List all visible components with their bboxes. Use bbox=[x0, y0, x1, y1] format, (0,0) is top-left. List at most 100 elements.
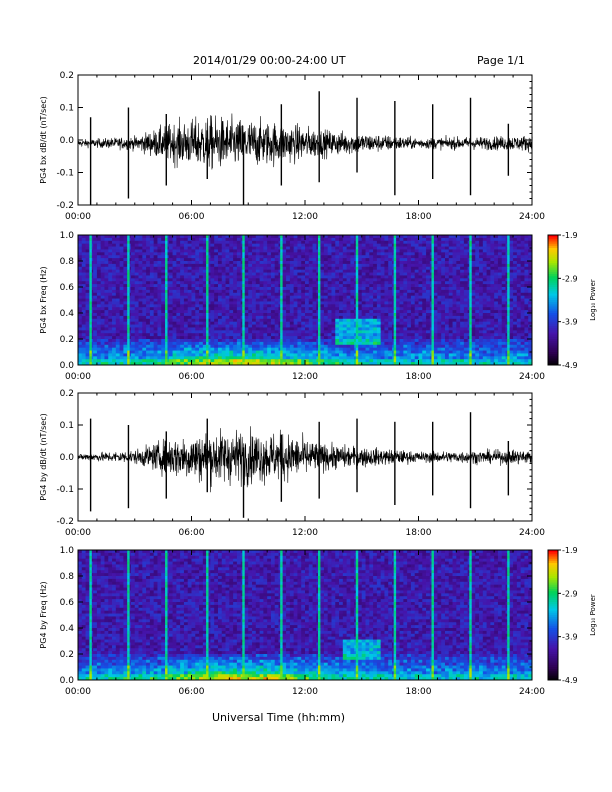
heat-cell bbox=[187, 284, 192, 288]
heat-cell bbox=[236, 284, 242, 288]
heat-cell bbox=[297, 307, 302, 311]
heat-cell bbox=[85, 246, 90, 250]
heat-cell bbox=[168, 362, 173, 366]
heat-cell bbox=[176, 301, 181, 305]
heat-cell bbox=[191, 339, 196, 343]
heat-cell bbox=[320, 313, 325, 317]
heat-cell bbox=[350, 339, 355, 343]
heat-cell bbox=[407, 261, 412, 265]
heat-cell bbox=[388, 266, 393, 271]
heat-cell bbox=[202, 336, 208, 340]
heat-cell bbox=[274, 252, 279, 256]
heat-cell bbox=[380, 304, 385, 308]
heat-cell bbox=[460, 304, 465, 308]
heat-cell bbox=[248, 339, 253, 343]
heat-cell bbox=[384, 315, 389, 320]
heat-cell bbox=[414, 287, 419, 291]
heat-cell bbox=[282, 350, 287, 354]
heat-cell bbox=[410, 313, 416, 317]
heat-cell bbox=[293, 258, 298, 262]
heat-cell bbox=[187, 321, 192, 325]
heat-cell bbox=[471, 350, 476, 354]
heat-cell bbox=[350, 278, 355, 282]
heat-cell bbox=[403, 295, 408, 299]
heat-cell bbox=[286, 301, 291, 305]
heat-cell bbox=[85, 315, 90, 320]
heat-cell bbox=[270, 347, 276, 351]
heat-cell bbox=[361, 353, 366, 357]
heat-cell bbox=[130, 313, 136, 317]
heat-cell bbox=[422, 269, 427, 273]
heat-cell bbox=[308, 235, 313, 239]
heat-cell bbox=[437, 240, 442, 245]
heat-cell bbox=[81, 240, 86, 245]
heat-cell bbox=[323, 261, 329, 265]
heat-cell bbox=[123, 333, 128, 337]
heat-cell bbox=[112, 304, 117, 308]
heat-cell bbox=[282, 289, 287, 294]
heat-cell bbox=[384, 347, 389, 351]
heat-cell bbox=[361, 284, 366, 288]
heat-cell bbox=[96, 249, 102, 253]
heat-cell bbox=[252, 272, 257, 276]
heat-cell bbox=[252, 237, 257, 242]
heat-cell bbox=[289, 292, 295, 297]
heat-cell bbox=[441, 321, 446, 325]
heat-cell bbox=[176, 313, 181, 317]
heat-cell bbox=[369, 272, 374, 276]
heat-cell bbox=[153, 315, 158, 320]
heat-cell bbox=[460, 298, 465, 302]
heat-cell bbox=[270, 275, 276, 279]
heat-cell bbox=[168, 330, 173, 334]
heat-cell bbox=[100, 275, 105, 279]
heat-cell bbox=[161, 304, 166, 308]
heat-cell bbox=[463, 263, 469, 268]
heat-cell bbox=[100, 347, 105, 351]
heat-cell bbox=[320, 295, 325, 299]
heat-cell bbox=[176, 292, 181, 297]
heat-cell bbox=[78, 327, 83, 331]
heat-cell bbox=[108, 336, 113, 340]
heat-cell bbox=[320, 304, 325, 308]
heat-cell bbox=[426, 315, 431, 320]
heat-cell bbox=[168, 258, 173, 262]
heat-cell bbox=[320, 263, 325, 268]
heat-cell bbox=[448, 255, 453, 259]
heat-cell bbox=[229, 327, 234, 331]
heat-cell bbox=[217, 321, 223, 325]
heat-cell bbox=[395, 344, 400, 349]
heat-cell bbox=[225, 327, 230, 331]
heat-cell bbox=[437, 255, 442, 259]
heat-cell bbox=[475, 356, 480, 360]
heat-cell bbox=[93, 292, 98, 297]
heat-cell bbox=[233, 261, 238, 265]
heat-cell bbox=[335, 278, 340, 282]
heat-cell bbox=[395, 295, 400, 299]
heat-cell bbox=[452, 333, 457, 337]
heat-cell bbox=[259, 324, 264, 328]
heat-cell bbox=[244, 339, 249, 343]
heat-cell bbox=[293, 324, 298, 328]
heat-cell bbox=[112, 295, 117, 299]
heat-cell bbox=[176, 350, 181, 354]
heat-cell bbox=[403, 252, 408, 256]
heat-cell bbox=[444, 289, 450, 294]
heat-cell bbox=[437, 341, 442, 346]
heat-cell bbox=[252, 330, 257, 334]
heat-cell bbox=[373, 278, 378, 282]
heat-cell bbox=[305, 266, 310, 271]
heat-cell bbox=[214, 347, 219, 351]
heat-cell bbox=[149, 341, 155, 346]
heat-cell bbox=[138, 313, 143, 317]
heat-cell bbox=[297, 350, 302, 354]
heat-cell bbox=[388, 310, 393, 314]
heat-cell bbox=[463, 362, 469, 366]
heat-cell bbox=[134, 298, 139, 302]
heat-cell bbox=[384, 255, 389, 259]
x-tick-label: 06:00 bbox=[179, 212, 205, 222]
heat-cell bbox=[444, 321, 450, 325]
heat-cell bbox=[399, 356, 404, 360]
heat-cell bbox=[130, 318, 136, 323]
heat-cell bbox=[146, 243, 151, 247]
heat-cell bbox=[286, 263, 291, 268]
